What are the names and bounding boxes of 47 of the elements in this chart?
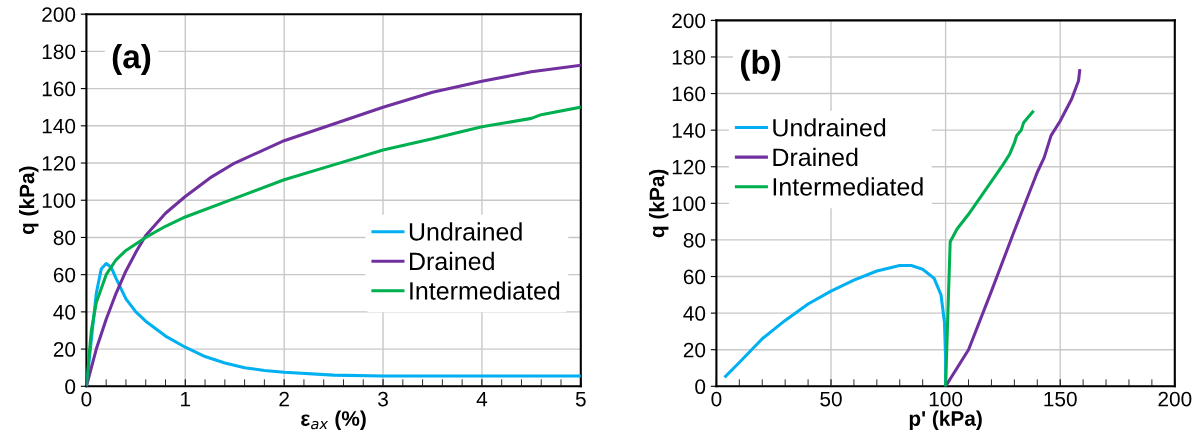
x-axis-title: p' (kPa)	[909, 410, 982, 430]
y-tick-label: 60	[53, 267, 76, 283]
x-tick-label: 0	[711, 391, 722, 407]
y-tick-label: 160	[42, 81, 76, 97]
y-tick-label: 200	[672, 13, 706, 29]
annotation: (a)	[112, 43, 151, 76]
legend-label: Drained	[773, 147, 858, 167]
y-tick-label: 80	[53, 230, 76, 246]
y-tick-label: 140	[672, 123, 706, 138]
x-tick-label: 50	[820, 391, 842, 407]
y-axis-title: q (kPa)	[19, 166, 39, 235]
y-tick-label: 100	[672, 196, 706, 212]
y-tick-label: 80	[683, 232, 706, 248]
y-tick-label: 200	[42, 7, 76, 22]
y-tick-label: 0	[65, 379, 76, 395]
y-tick-label: 20	[683, 342, 706, 358]
y-tick-label: 40	[53, 304, 76, 320]
y-tick-label: 40	[683, 306, 706, 321]
line-series	[944, 69, 1082, 387]
y-tick-label: 160	[672, 86, 706, 102]
x-tick-label: 1	[181, 391, 191, 407]
y-tick-label: 180	[672, 49, 706, 65]
x-tick-label: 3	[378, 391, 388, 407]
legend-label: Intermediated	[773, 177, 923, 196]
legend-label: Drained	[410, 251, 494, 271]
y-tick-label: 0	[695, 379, 706, 395]
x-tick-label: 150	[1044, 391, 1077, 407]
y-tick-label: 100	[42, 193, 76, 208]
x-tick-label: 5	[575, 391, 586, 407]
y-tick-label: 60	[683, 269, 706, 285]
x-tick-label: 200	[1158, 391, 1192, 407]
y-tick-label: 140	[42, 118, 76, 134]
x-tick-label: 0	[81, 391, 92, 407]
y-tick-label: 20	[53, 342, 76, 357]
line-series	[944, 110, 1035, 387]
y-tick-label: 120	[672, 159, 706, 175]
legend-label: Undrained	[773, 118, 886, 137]
legend-label: Undrained	[409, 222, 522, 241]
y-tick-label: 120	[42, 156, 76, 171]
y-axis-title: q (kPa)	[649, 169, 669, 238]
y-tick-label: 180	[42, 44, 76, 60]
x-tick-label: 2	[279, 391, 289, 407]
x-tick-label: 100	[929, 391, 963, 407]
annotation: (b)	[740, 49, 781, 81]
x-tick-label: 4	[476, 391, 488, 407]
x-axis-title: ε$_{ax}$ (%)	[301, 410, 366, 430]
legend-label: Intermediated	[410, 281, 560, 300]
